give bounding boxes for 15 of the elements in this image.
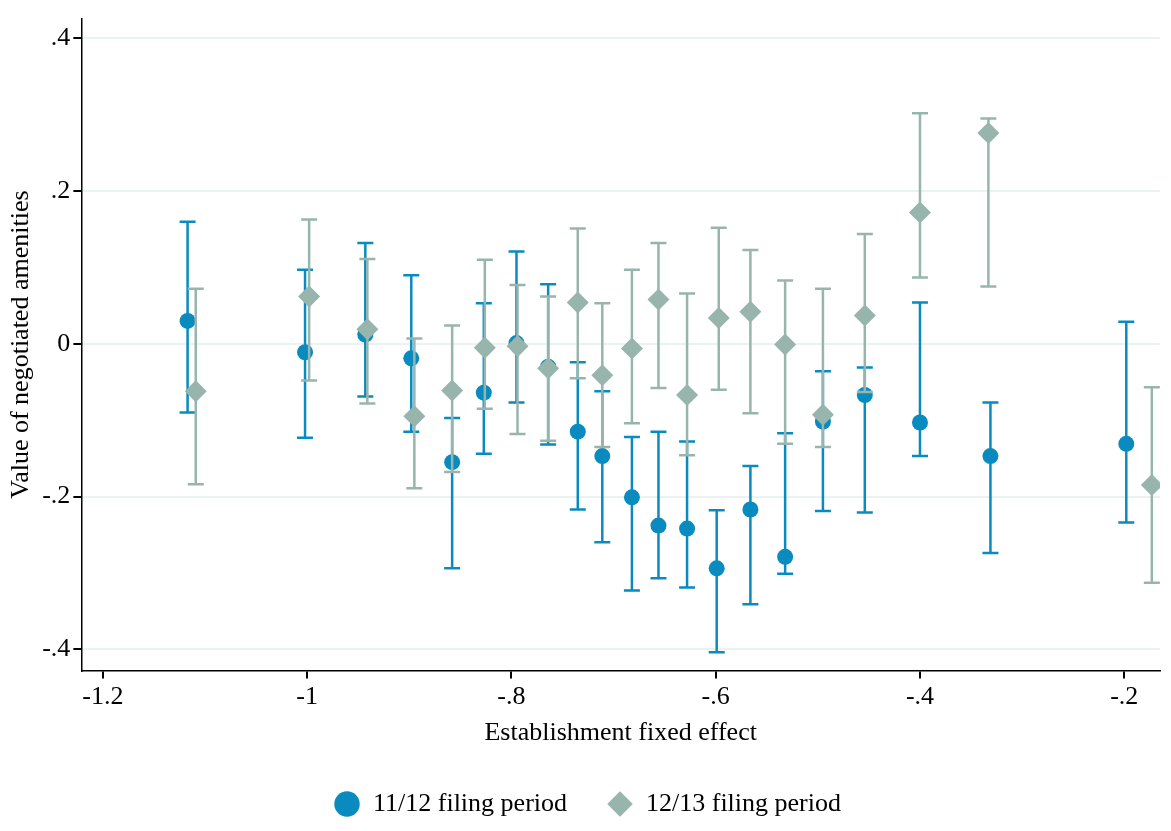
x-tick-label: -.6 [701,681,730,711]
legend-label: 12/13 filing period [646,787,841,817]
x-tick-label: -.2 [1110,681,1139,711]
x-axis-title: Establishment fixed effect [484,717,758,747]
x-tick-label: -1 [296,681,318,711]
x-tick-label: -1.2 [82,681,124,711]
x-tick-label: -.8 [497,681,526,711]
y-axis-title: Value of negotiated amenities [5,190,35,499]
x-tick-label: -.4 [905,681,935,711]
y-tick-label: .4 [50,22,71,52]
y-tick-label: 0 [57,327,71,357]
legend-label: 11/12 filing period [373,787,568,817]
y-tick-label: -.2 [42,480,71,510]
y-tick-label: .2 [50,174,71,204]
y-tick-label: -.4 [42,633,71,663]
